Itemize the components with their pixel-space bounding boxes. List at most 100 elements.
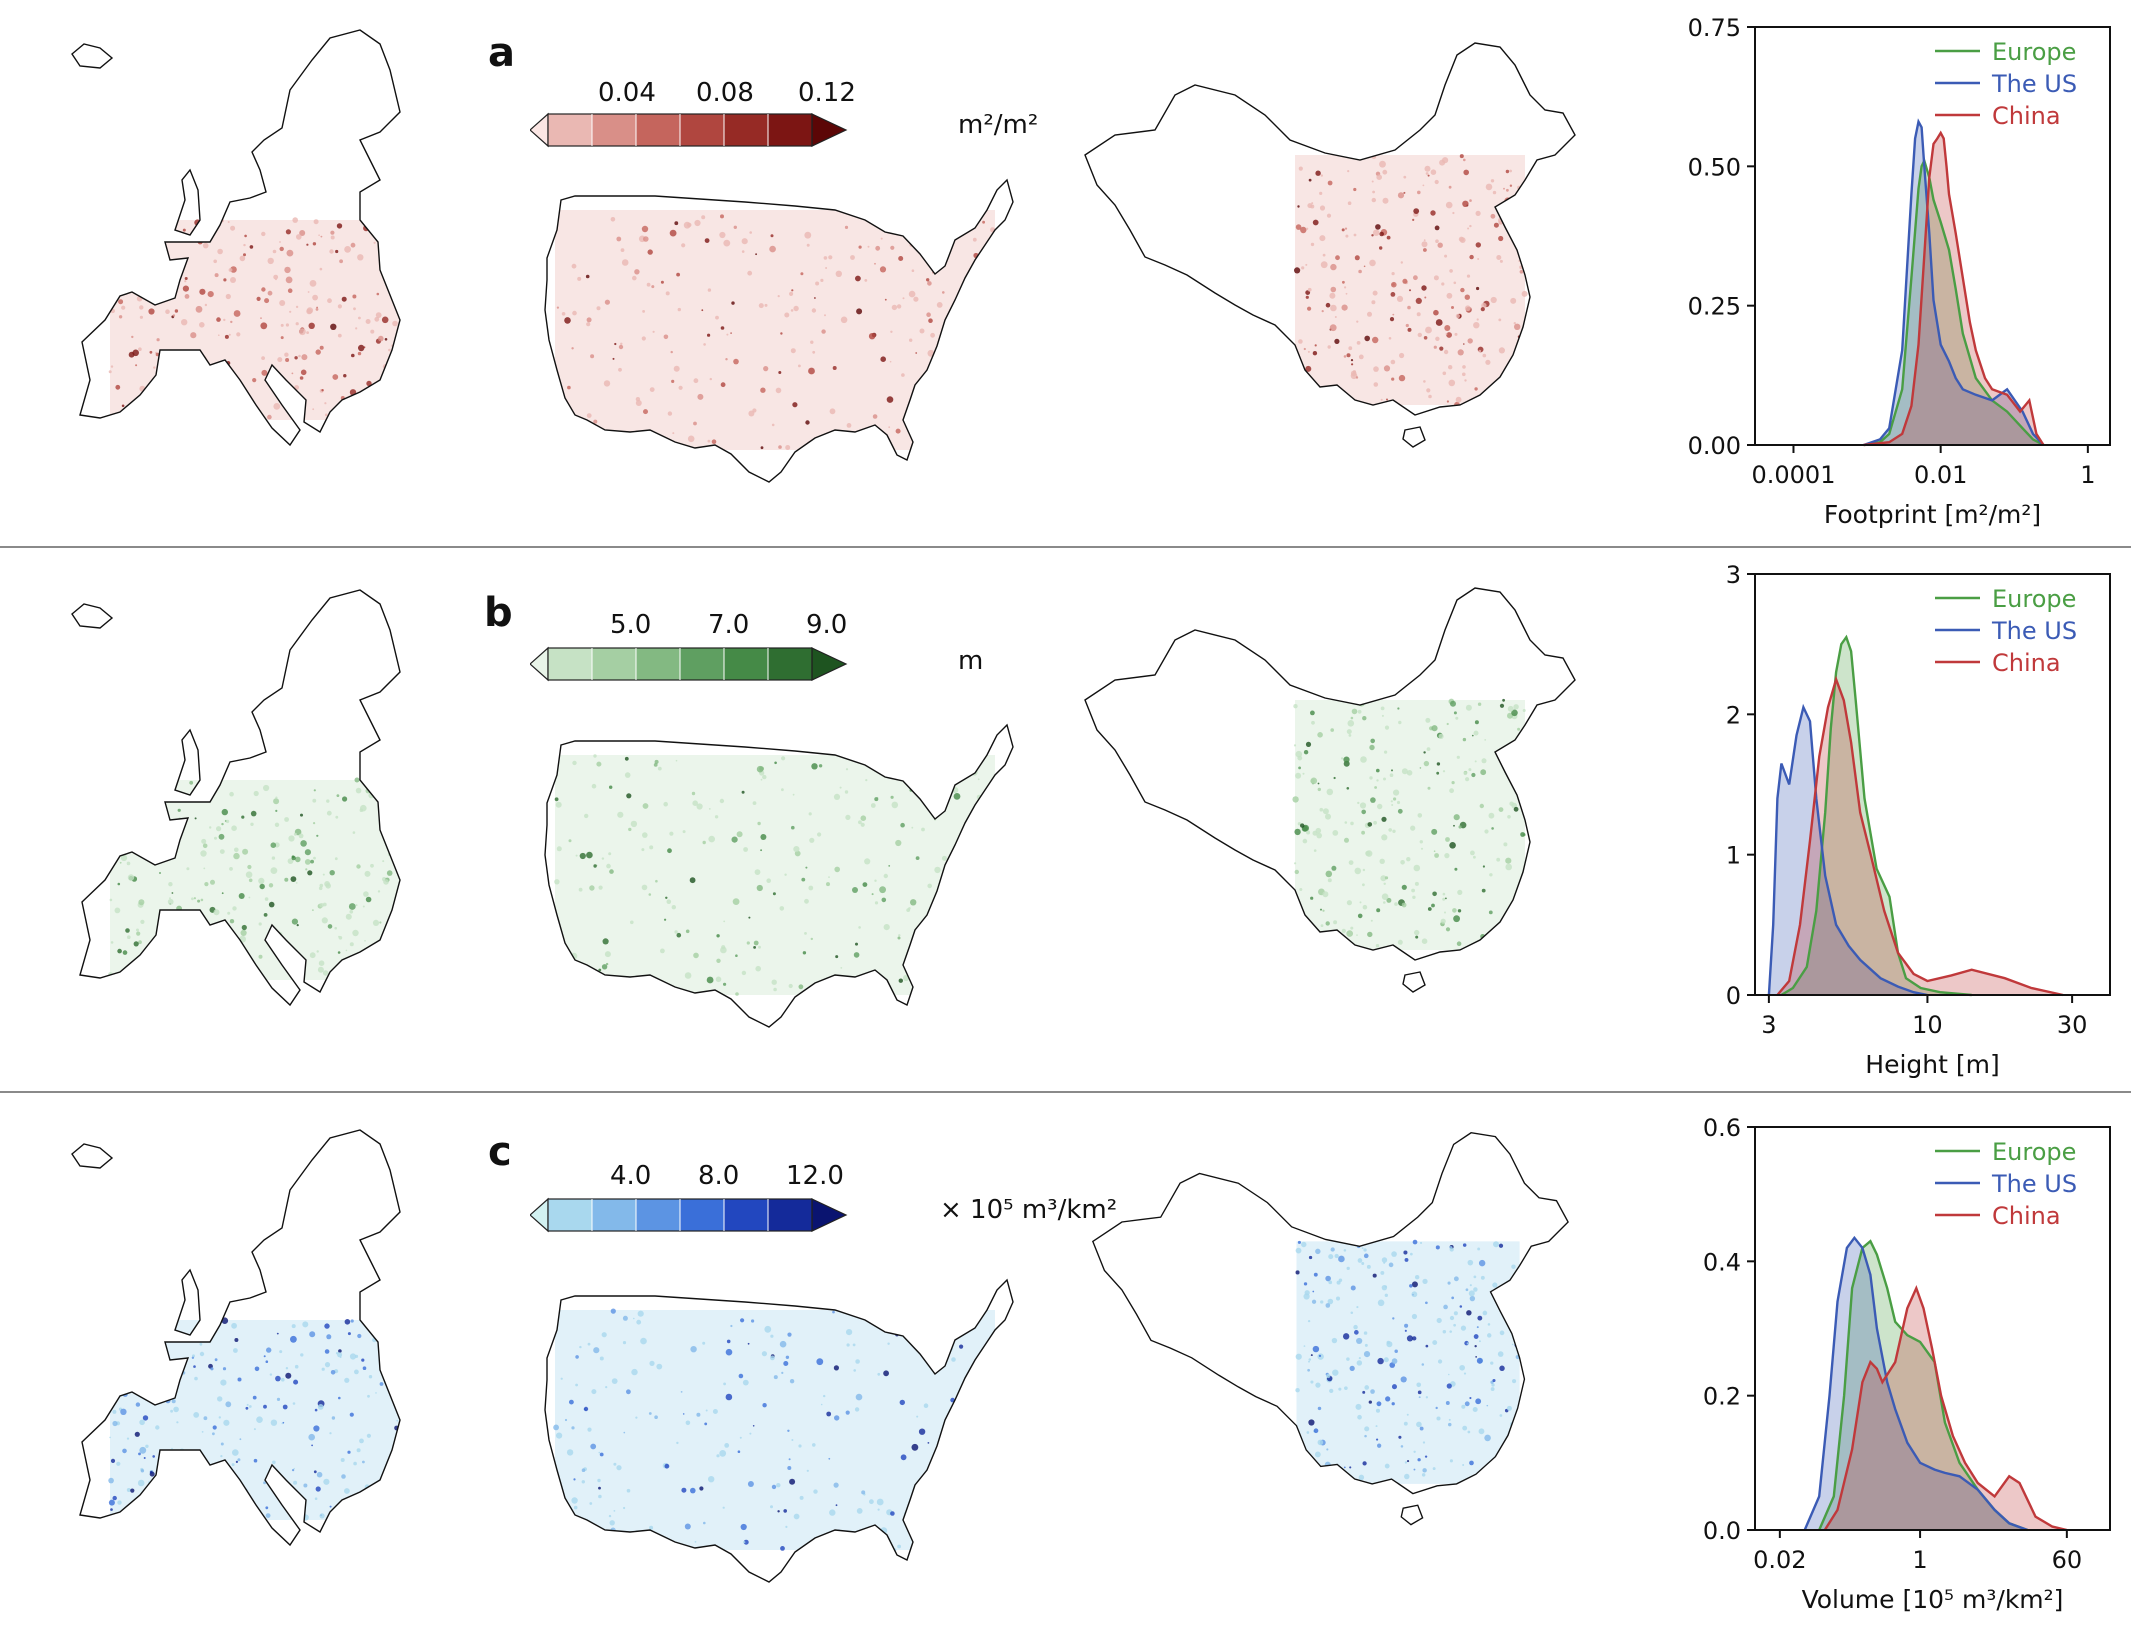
density-dot [580,1533,586,1540]
density-dot [1487,1323,1491,1326]
density-dot [858,245,862,249]
density-dot [1472,1406,1478,1413]
density-dot [586,317,592,323]
density-dot [1473,1334,1479,1339]
density-dot [1455,313,1460,319]
density-dot [897,936,901,940]
legend-label: The US [1991,617,2077,645]
density-dot [888,865,891,867]
density-dot [1294,828,1301,836]
density-dot [1434,853,1439,858]
density-dot [777,1510,780,1513]
density-dot [1393,797,1397,801]
density-dot [834,1415,840,1421]
density-dot [275,796,278,799]
density-dot [220,1442,224,1446]
density-dot [855,1393,863,1401]
density-dot [114,907,121,914]
density-dot [583,1406,589,1412]
density-dot [403,298,407,302]
density-dot [696,803,703,810]
density-dot [300,840,307,847]
density-dot [354,1369,359,1375]
density-dot [747,270,753,276]
density-dot [1449,788,1454,794]
density-dot [1511,709,1518,717]
density-dot [987,283,990,287]
density-dot [268,883,274,888]
density-dot [184,280,187,283]
density-dot [1433,345,1437,349]
density-dot [157,854,162,859]
density-dot [926,312,931,317]
density-dot [743,1539,749,1545]
density-dot [184,416,187,419]
density-dot [182,285,189,292]
density-dot [165,1511,173,1518]
density-dot [186,395,191,399]
density-dot [1330,728,1334,732]
density-dot [335,249,339,254]
density-dot [1401,902,1407,908]
density-dot [169,954,174,959]
density-dot [1449,1315,1455,1321]
density-dot [348,903,356,910]
density-dot [120,1408,127,1415]
density-dot [1403,191,1406,194]
density-dot [1374,786,1377,789]
density-dot [846,1343,850,1347]
density-dot [222,383,226,388]
density-dot [298,354,301,358]
density-dot [1417,1458,1421,1462]
density-dot [1359,901,1362,904]
density-dot [1445,897,1447,900]
density-dot [953,1501,956,1504]
density-dot [1496,255,1502,260]
density-dot [1510,941,1514,945]
density-dot [165,309,170,315]
density-dot [820,1403,823,1406]
density-dot [749,231,752,234]
density-dot [1381,1284,1388,1291]
density-dot [329,249,334,254]
density-dot [270,867,278,874]
density-dot [1299,888,1303,891]
density-dot [880,356,886,362]
density-dot [826,882,830,887]
density-dot [1436,1317,1442,1324]
density-dot [293,1480,298,1485]
density-dot [1438,733,1444,739]
density-dot [121,828,125,832]
density-dot [1376,1401,1382,1407]
density-dot [852,887,858,893]
density-dot [941,334,945,339]
density-dot [252,1395,257,1400]
density-dot [309,952,316,959]
density-dot [1297,205,1300,208]
density-dot [635,400,642,406]
density-dot [234,1338,239,1342]
density-dot [1346,787,1350,790]
density-dot [1320,1300,1324,1304]
density-dot [571,1497,578,1504]
density-dot [1414,881,1419,886]
y-tick-label: 0.75 [1688,14,1741,42]
density-dot [406,899,413,906]
density-dot [1344,227,1348,230]
density-dot [687,222,692,228]
density-dot [1476,1357,1483,1364]
density-dot [741,790,745,794]
density-dot [199,288,206,295]
density-dot [119,809,125,815]
density-dot [1346,729,1352,735]
density-dot [355,787,362,794]
density-dot [1483,1470,1490,1477]
density-dot [396,1419,399,1422]
density-dot [282,1493,287,1498]
density-dot [1508,1469,1514,1475]
density-dot [138,899,145,906]
density-dot [109,1436,111,1439]
density-dot [218,1473,225,1481]
density-dot [742,1379,749,1386]
density-dot [1367,311,1372,317]
